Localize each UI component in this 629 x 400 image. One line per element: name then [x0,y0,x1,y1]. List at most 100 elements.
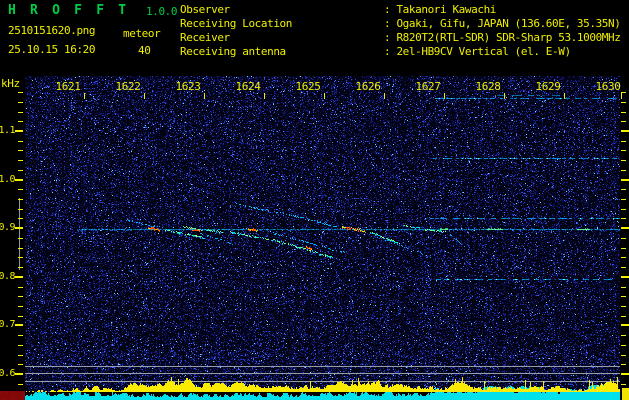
freq-tick-label: 1.0 [0,174,16,185]
capture-filename: 2510151620.png [8,24,96,37]
freq-tick [18,189,23,190]
freq-tick-right [621,335,626,336]
station-row-receiver: Receiver: R820T2(RTL-SDR) SDR-Sharp 53.1… [180,31,621,45]
time-tick-label: 1623 [175,80,201,93]
freq-tick [18,150,23,151]
time-tick [564,93,565,99]
time-tick [621,93,622,99]
station-value: 2el-HB9CV Vertical (el. E-W) [396,45,571,58]
freq-tick [18,92,23,93]
station-row-antenna: Receiving antenna: 2el-HB9CV Vertical (e… [180,45,620,59]
freq-tick [15,373,23,375]
freq-tick [18,355,23,356]
time-tick [444,93,445,99]
freq-tick-right [621,160,626,161]
time-tick-label: 1625 [295,80,321,93]
station-separator: : [384,31,397,44]
freq-tick-right [621,296,626,297]
time-tick [504,93,505,99]
freq-tick [18,248,23,249]
freq-tick-right [621,150,626,151]
freq-tick-right [621,218,626,219]
freq-tick [15,227,23,229]
capture-mode: meteor [123,27,161,40]
station-separator: : [384,45,397,58]
time-tick [84,93,85,99]
freq-tick [18,384,23,385]
time-tick-label: 1624 [235,80,261,93]
freq-tick-right [621,92,626,93]
app-version: 1.0.0 [146,5,178,18]
freq-tick [15,276,23,278]
freq-tick-label: 0.6 [0,368,16,379]
freq-tick-right [621,287,626,288]
freq-tick [18,364,23,365]
freq-tick-right [621,199,626,200]
station-separator: : [384,3,397,16]
station-label: Observer [180,3,230,16]
freq-tick-right [621,248,626,249]
station-label: Receiving Location [180,17,293,30]
freq-tick-label: 0.8 [0,271,16,282]
freq-tick-label: 0.7 [0,319,16,330]
freq-tick-right [621,189,626,190]
station-value: Ogaki, Gifu, JAPAN (136.60E, 35.35N) [396,17,621,30]
time-tick [324,93,325,99]
station-separator: : [384,17,397,30]
freq-tick-right [621,267,626,268]
time-tick-label: 1621 [55,80,81,93]
freq-tick-right [621,364,626,365]
freq-tick-right [621,130,629,132]
capture-datetime: 25.10.15 16:20 [8,43,96,56]
freq-tick [18,121,23,122]
echo-count: 40 [138,44,151,57]
freq-tick [18,209,23,210]
time-tick-label: 1629 [535,80,561,93]
time-tick-label: 1626 [355,80,381,93]
time-tick-label: 1628 [475,80,501,93]
freq-tick-right [621,121,626,122]
station-value: Takanori Kawachi [396,3,497,16]
freq-tick-label: 0.9 [0,222,16,233]
station-info: Observer: Takanori Kawachi Receiving Loc… [180,3,621,59]
freq-tick [18,345,23,346]
freq-tick-right [621,355,626,356]
freq-tick-right [621,276,629,278]
app-title: H R O F F T [8,3,130,18]
freq-tick-right [621,384,626,385]
time-tick-label: 1630 [595,80,621,93]
time-tick [144,93,145,99]
freq-tick-label: 1.1 [0,125,16,136]
freq-tick-right [621,373,629,375]
station-value: R820T2(RTL-SDR) SDR-Sharp 53.1000MHz [396,31,621,44]
freq-tick-right [621,179,629,181]
freq-tick [18,160,23,161]
freq-tick [15,130,23,132]
freq-tick-right [621,112,626,113]
freq-tick-right [621,324,629,326]
freq-tick [18,267,23,268]
freq-tick-right [621,170,626,171]
freq-tick [18,316,23,317]
freq-tick-right [621,316,626,317]
time-tick [264,93,265,99]
freq-tick-right [621,306,626,307]
station-row-location: Receiving Location: Ogaki, Gifu, JAPAN (… [180,17,621,31]
freq-tick [18,238,23,239]
freq-tick [18,335,23,336]
freq-tick [18,296,23,297]
freq-tick [18,170,23,171]
time-tick-label: 1622 [115,80,141,93]
freq-axis-unit: kHz [1,77,20,90]
station-label: Receiver [180,31,230,44]
freq-tick [18,112,23,113]
freq-tick [18,102,23,103]
freq-tick-right [621,141,626,142]
freq-tick-right [621,102,626,103]
freq-tick-right [621,257,626,258]
freq-tick [18,141,23,142]
time-tick [384,93,385,99]
freq-tick [15,179,23,181]
